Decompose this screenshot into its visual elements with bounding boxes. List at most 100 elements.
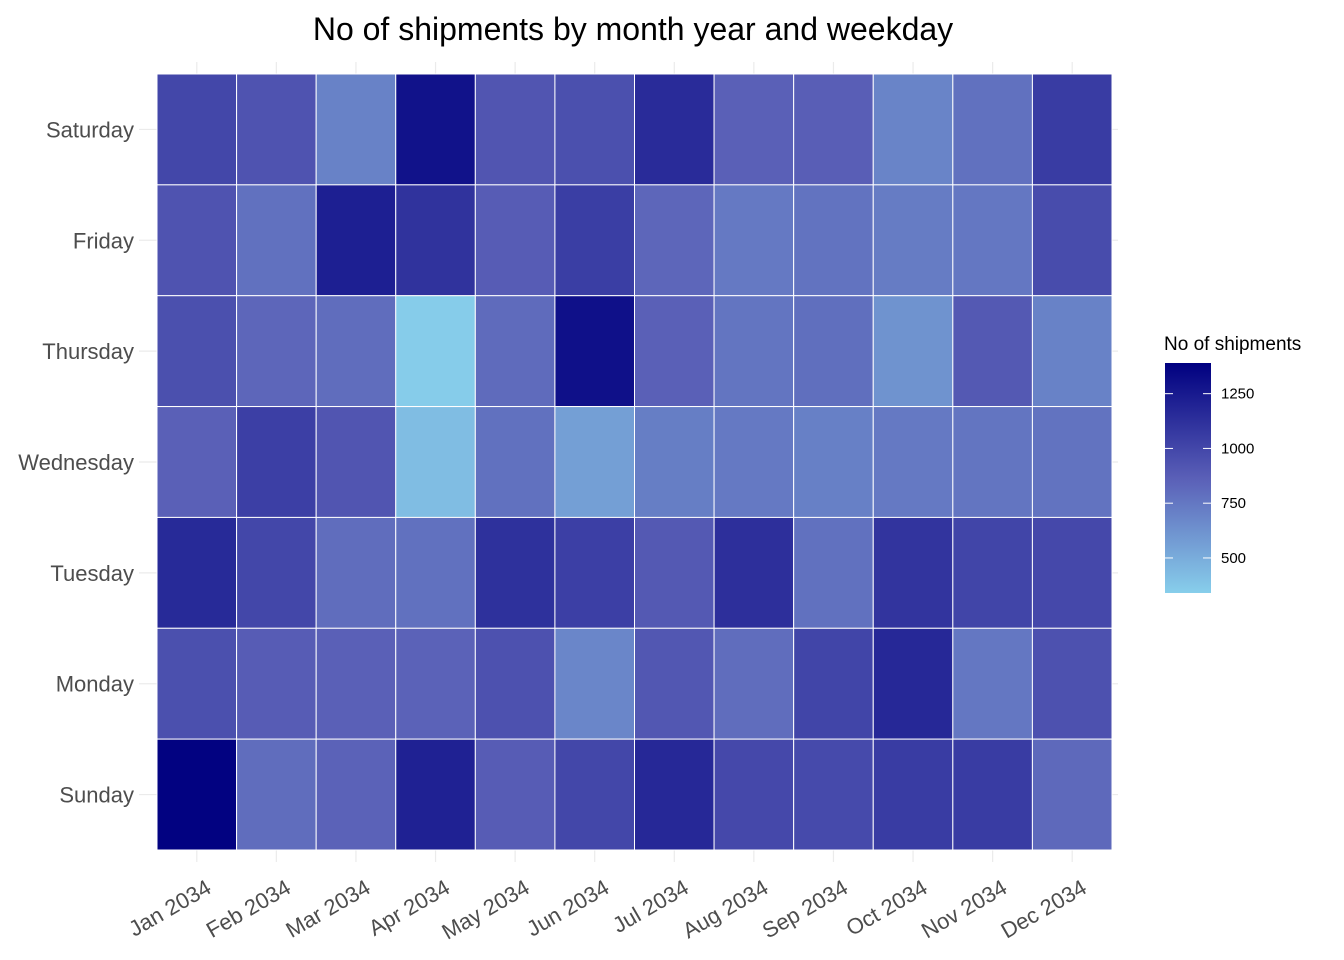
- heatmap-cell: [156, 627, 238, 740]
- heatmap-cell: [1031, 627, 1113, 740]
- x-tick-label: May 2034: [437, 875, 533, 945]
- heatmap-cell: [474, 738, 556, 851]
- x-tick-label: Aug 2034: [678, 875, 772, 944]
- heatmap-cell: [1031, 184, 1113, 297]
- heatmap-cell: [952, 738, 1033, 851]
- heatmap-cell: [395, 73, 476, 186]
- heatmap-cell: [713, 516, 795, 629]
- heatmap-cell: [952, 627, 1033, 740]
- heatmap-cell: [634, 738, 715, 851]
- heatmap-cell: [395, 738, 476, 851]
- legend-tick-label: 750: [1221, 495, 1246, 512]
- x-tick-label: Feb 2034: [202, 875, 295, 943]
- heatmap-cell: [872, 627, 954, 740]
- heatmap-cell: [395, 516, 476, 629]
- legend-title: No of shipments: [1164, 334, 1301, 355]
- heatmap-cell: [554, 516, 636, 629]
- heatmap-cell: [474, 627, 556, 740]
- heatmap-cell: [236, 738, 317, 851]
- heatmap-cell: [474, 184, 556, 297]
- heatmap-cell: [952, 184, 1033, 297]
- heatmap-cell: [872, 184, 954, 297]
- chart-title: No of shipments by month year and weekda…: [313, 11, 953, 47]
- x-tick-label: Sep 2034: [758, 875, 852, 944]
- heatmap-cell: [554, 738, 636, 851]
- heatmap-cell: [315, 738, 397, 851]
- heatmap-cell: [554, 406, 636, 518]
- y-tick-label: Thursday: [42, 339, 134, 364]
- y-tick-label: Friday: [73, 228, 134, 253]
- x-tick-label: Nov 2034: [917, 875, 1011, 944]
- y-tick-label: Monday: [56, 672, 134, 697]
- x-tick-label: Mar 2034: [281, 875, 374, 943]
- heatmap-cell: [713, 184, 795, 297]
- color-legend: No of shipments 500 750 1000 1250: [1164, 334, 1301, 593]
- heatmap-cell: [474, 295, 556, 408]
- heatmap-cell: [793, 73, 874, 186]
- heatmap-cell: [315, 73, 397, 186]
- heatmap-cell: [236, 73, 317, 186]
- heatmap-cell: [793, 406, 874, 518]
- heatmap-cell: [634, 295, 715, 408]
- heatmap-cell: [474, 406, 556, 518]
- heatmap-cell: [1031, 406, 1113, 518]
- x-tick-label: Jun 2034: [522, 875, 613, 942]
- heatmap-cell: [952, 73, 1033, 186]
- legend-tick-label: 500: [1221, 550, 1246, 567]
- x-tick-label: Apr 2034: [364, 875, 454, 941]
- heatmap-cells: [156, 73, 1113, 851]
- heatmap-cell: [793, 516, 874, 629]
- heatmap-cell: [315, 516, 397, 629]
- heatmap-cell: [315, 184, 397, 297]
- heatmap-cell: [952, 295, 1033, 408]
- y-tick-label: Wednesday: [18, 450, 134, 475]
- heatmap-cell: [1031, 738, 1113, 851]
- heatmap-cell: [634, 406, 715, 518]
- heatmap-cell: [554, 295, 636, 408]
- heatmap-cell: [156, 295, 238, 408]
- heatmap-cell: [872, 406, 954, 518]
- heatmap-cell: [236, 295, 317, 408]
- heatmap-cell: [236, 184, 317, 297]
- x-tick-label: Jul 2034: [608, 875, 693, 938]
- legend-colorbar: [1165, 363, 1211, 593]
- heatmap-cell: [315, 295, 397, 408]
- heatmap-cell: [793, 295, 874, 408]
- heatmap-cell: [713, 738, 795, 851]
- heatmap-cell: [236, 406, 317, 518]
- y-axis-ticks: Saturday Friday Thursday Wednesday Tuesday Mo…: [18, 117, 134, 807]
- heatmap-cell: [236, 627, 317, 740]
- heatmap-cell: [156, 406, 238, 518]
- heatmap-cell: [156, 516, 238, 629]
- heatmap-cell: [474, 73, 556, 186]
- heatmap-cell: [872, 73, 954, 186]
- legend-tick-label: 1000: [1221, 440, 1254, 457]
- heatmap-cell: [554, 73, 636, 186]
- heatmap-cell: [156, 738, 238, 851]
- y-tick-label: Tuesday: [50, 561, 134, 586]
- heatmap-cell: [554, 627, 636, 740]
- legend-tick-label: 1250: [1221, 386, 1254, 403]
- heatmap-cell: [634, 73, 715, 186]
- heatmap-cell: [236, 516, 317, 629]
- heatmap-cell: [793, 738, 874, 851]
- heatmap-cell: [952, 516, 1033, 629]
- heatmap-cell: [1031, 73, 1113, 186]
- heatmap-cell: [474, 516, 556, 629]
- heatmap-cell: [713, 73, 795, 186]
- heatmap-cell: [793, 184, 874, 297]
- x-tick-label: Oct 2034: [842, 875, 932, 941]
- heatmap-cell: [395, 295, 476, 408]
- heatmap-cell: [315, 406, 397, 518]
- heatmap-cell: [872, 295, 954, 408]
- heatmap-cell: [952, 406, 1033, 518]
- heatmap-cell: [634, 627, 715, 740]
- heatmap-cell: [872, 516, 954, 629]
- heatmap-cell: [713, 627, 795, 740]
- heatmap-cell: [395, 184, 476, 297]
- heatmap-cell: [634, 184, 715, 297]
- heatmap-cell: [395, 406, 476, 518]
- y-tick-label: Sunday: [59, 783, 134, 808]
